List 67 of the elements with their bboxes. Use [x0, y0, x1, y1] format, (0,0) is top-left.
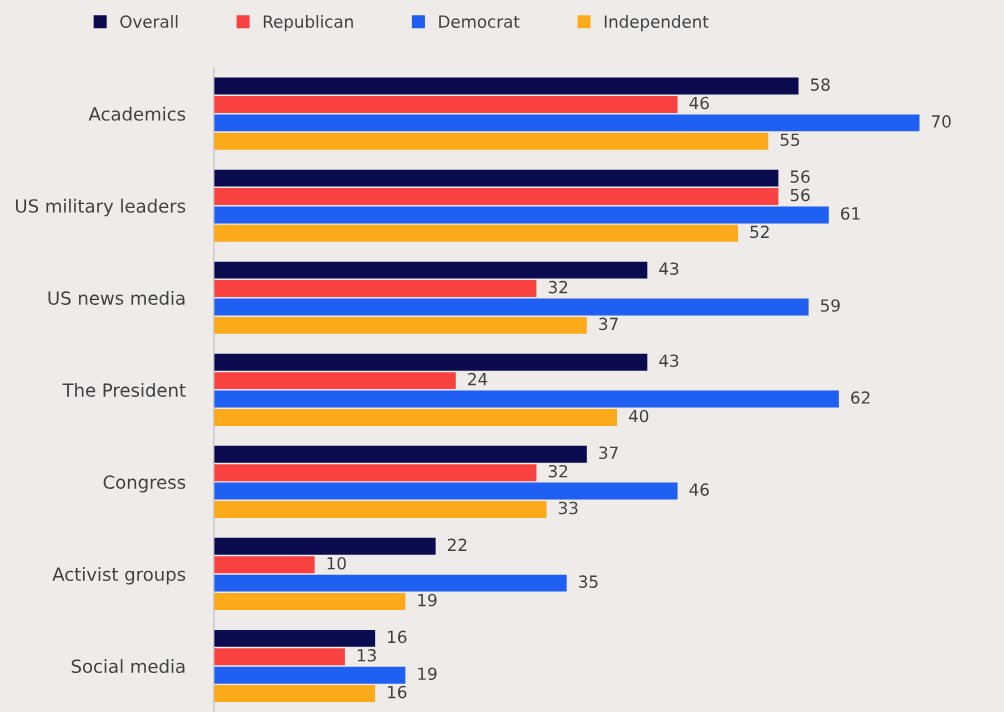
bar	[213, 206, 829, 224]
bar	[213, 169, 779, 187]
data-label: 59	[821, 299, 840, 312]
bar	[213, 593, 406, 611]
bar	[213, 390, 839, 408]
data-label: 37	[599, 317, 618, 331]
data-label: 46	[689, 483, 709, 496]
y-tick-label: Academics	[88, 106, 186, 121]
bar	[213, 685, 376, 703]
bar	[213, 556, 315, 574]
legend-label: Republican	[263, 15, 353, 32]
data-label: 61	[841, 207, 860, 220]
data-label: 32	[548, 280, 568, 294]
bar	[213, 648, 345, 666]
bar	[213, 280, 537, 298]
bar	[213, 316, 587, 334]
bar	[213, 261, 648, 279]
bar	[213, 482, 678, 500]
data-label: 19	[418, 593, 437, 607]
legend-label: Overall	[120, 15, 178, 28]
bar	[213, 537, 436, 555]
bar	[213, 132, 769, 150]
data-label: 62	[851, 391, 870, 404]
bar	[213, 353, 648, 371]
data-label: 56	[790, 188, 810, 202]
bar	[213, 224, 739, 242]
legend-label: Democrat	[439, 15, 520, 28]
data-label: 33	[558, 501, 578, 515]
data-label: 43	[659, 354, 679, 368]
bar	[213, 629, 376, 647]
bar	[213, 372, 456, 390]
bar	[213, 298, 809, 316]
data-label: 56	[790, 170, 810, 183]
data-label: 19	[418, 667, 437, 681]
data-label: 55	[780, 133, 800, 147]
data-label: 24	[468, 372, 488, 386]
bar	[213, 445, 587, 463]
data-label: 37	[599, 446, 618, 460]
data-label: 13	[357, 649, 376, 662]
bar	[213, 77, 799, 95]
data-label: 70	[931, 115, 951, 128]
bar	[213, 188, 779, 205]
data-label: 22	[447, 538, 467, 551]
bar	[213, 501, 547, 518]
bar	[213, 114, 920, 132]
y-tick-label: Social media	[71, 659, 185, 674]
data-label: 46	[689, 96, 709, 110]
y-tick-label: Activist groups	[52, 567, 186, 585]
y-tick-label: The President	[62, 382, 186, 397]
data-label: 43	[659, 262, 679, 275]
y-tick-label: US military leaders	[16, 198, 186, 217]
data-label: 52	[750, 225, 769, 239]
y-tick-label: US news media	[48, 290, 185, 305]
data-label: 40	[629, 409, 649, 423]
data-label: 35	[579, 575, 598, 588]
data-label: 16	[388, 685, 407, 699]
bar	[213, 666, 406, 684]
data-label: 58	[810, 78, 830, 91]
bar	[213, 574, 567, 592]
bar	[213, 464, 537, 482]
bar	[213, 408, 618, 426]
data-label: 32	[548, 464, 568, 478]
y-tick-label: Congress	[103, 475, 186, 493]
data-label: 10	[327, 556, 346, 570]
legend-label: Independent	[604, 15, 709, 32]
data-label: 16	[388, 630, 407, 644]
bar	[213, 95, 678, 113]
